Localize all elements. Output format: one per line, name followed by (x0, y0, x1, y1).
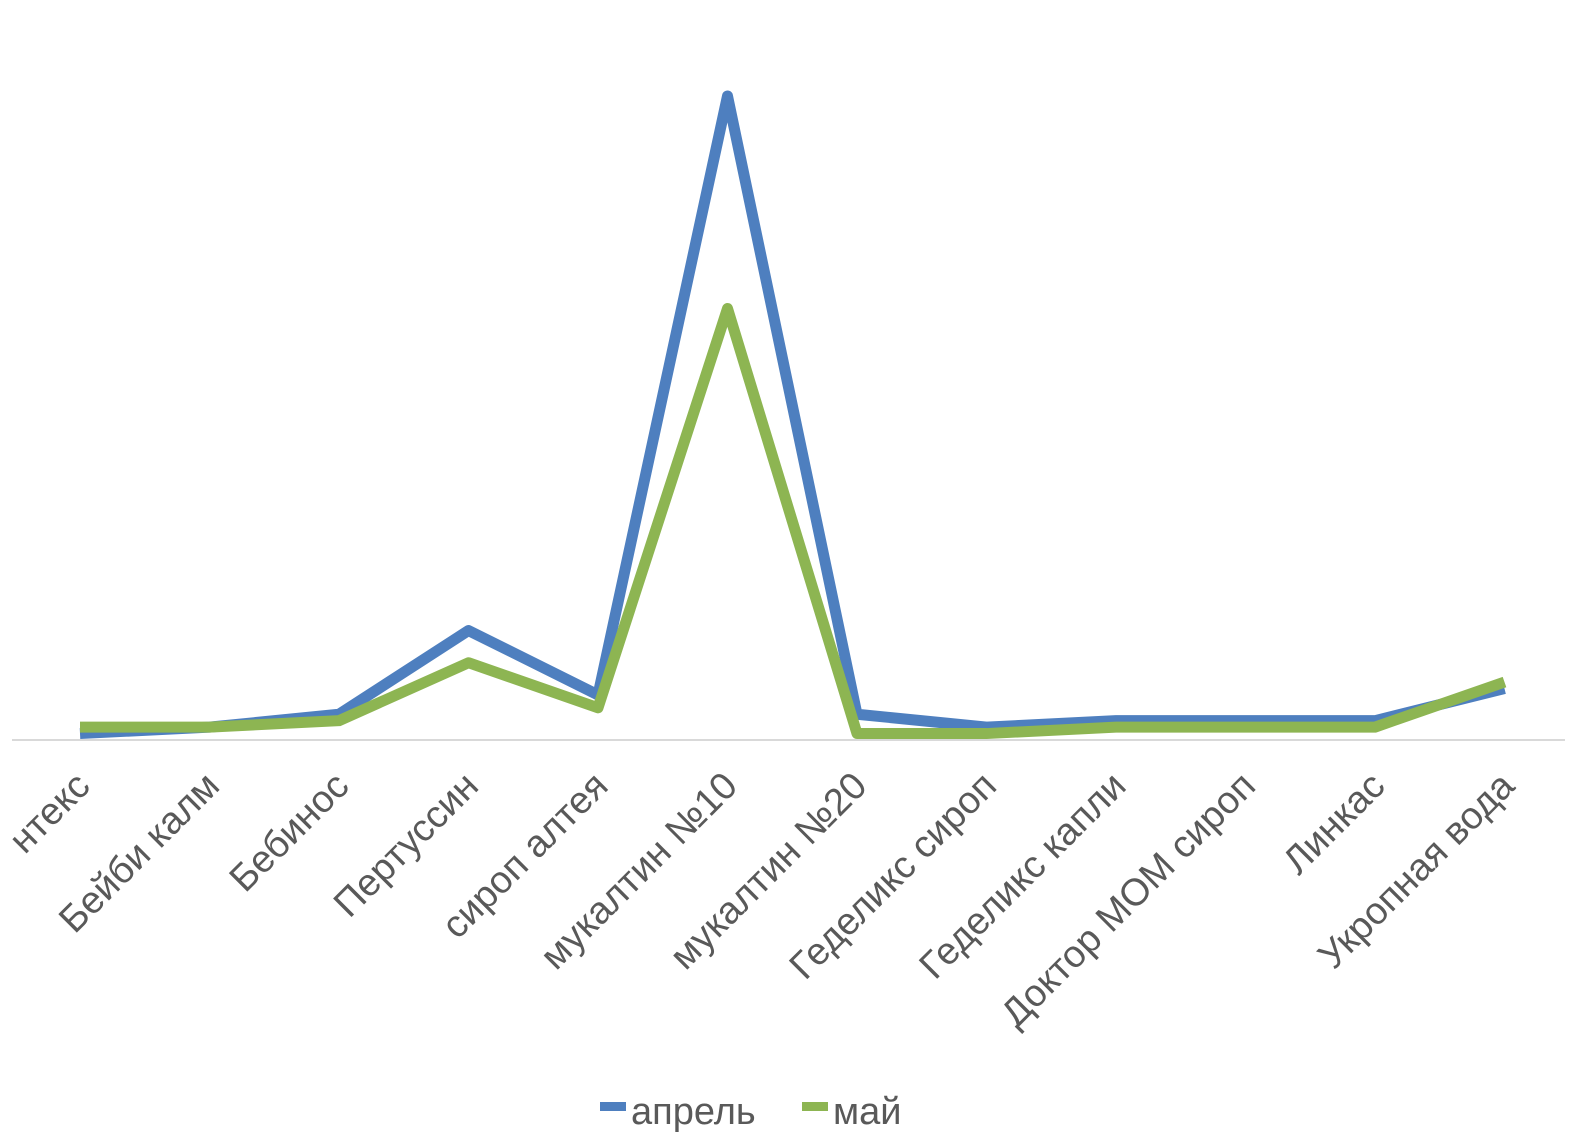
legend-label-april: апрель (631, 1091, 756, 1133)
x-tick-label: Доктор МОМ сироп (993, 765, 1264, 1036)
legend-swatch-april (600, 1102, 626, 1111)
x-tick-label: нтекс (1, 765, 98, 862)
series-line-april (79, 90, 1506, 740)
x-tick-label: Бебинос (222, 765, 358, 901)
series-line-may (80, 303, 1507, 740)
x-tick-label: Линкас (1275, 765, 1393, 883)
legend-label-may: май (833, 1091, 902, 1133)
legend-swatch-may (802, 1102, 828, 1111)
legend: апрель май (600, 1091, 902, 1133)
series-layer (79, 90, 1507, 740)
